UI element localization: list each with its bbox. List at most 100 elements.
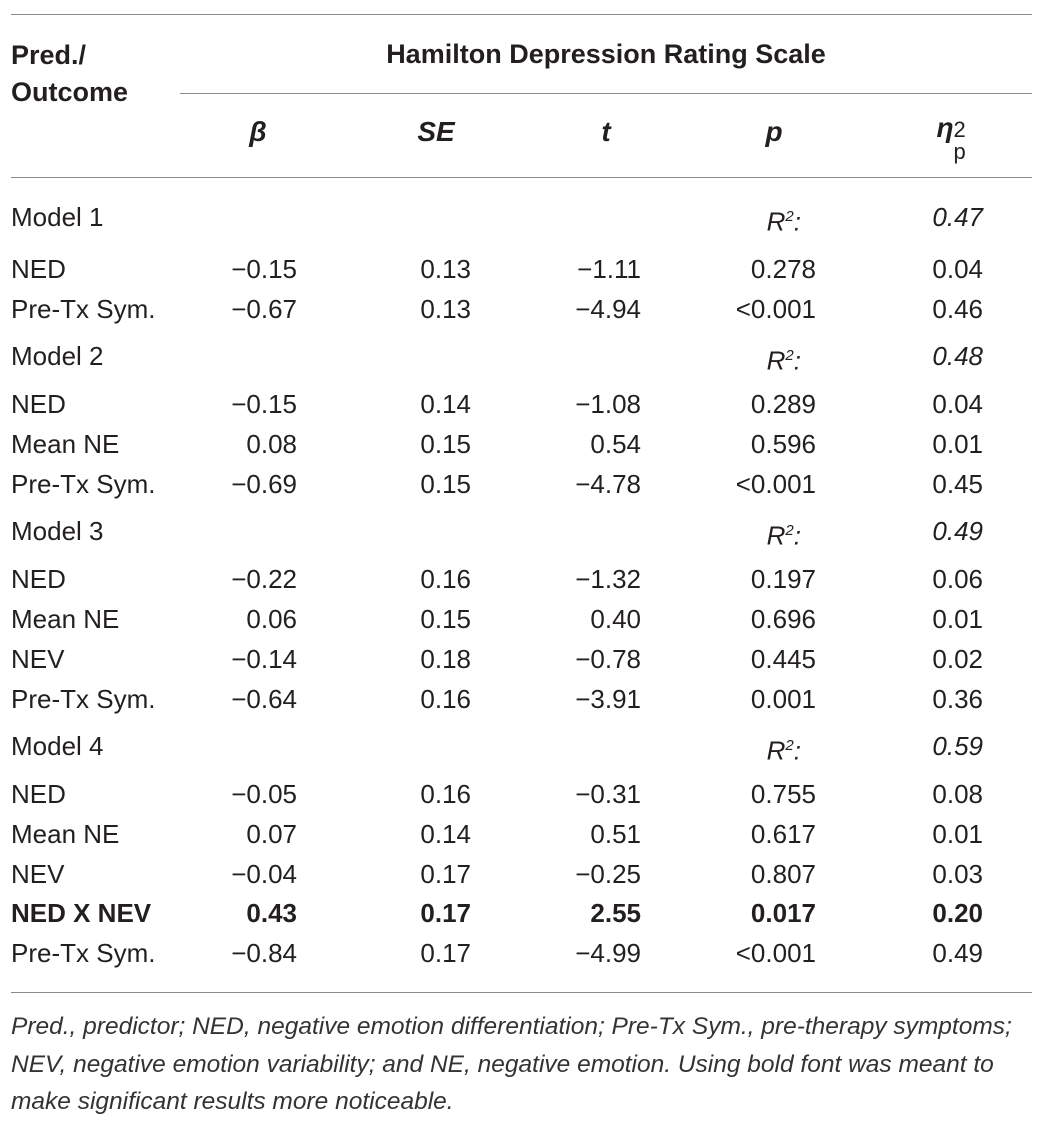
predictor-outcome-header: Pred./ Outcome xyxy=(11,40,129,107)
eta-squared-value: 0.01 xyxy=(932,819,983,849)
predictor-name: Mean NE xyxy=(11,429,120,459)
r-squared-value: 0.48 xyxy=(932,341,983,371)
eta-squared-value: 0.46 xyxy=(932,294,983,324)
r-squared-colon: : xyxy=(793,206,801,237)
p-value: 0.017 xyxy=(750,898,816,928)
r-squared-colon: : xyxy=(793,345,801,376)
col-header-p: p xyxy=(765,116,783,147)
beta-value: −0.04 xyxy=(231,859,297,889)
t-value: −4.94 xyxy=(575,294,641,324)
beta-value: −0.67 xyxy=(231,294,297,324)
beta-value: 0.08 xyxy=(246,429,297,459)
t-value: 0.54 xyxy=(590,429,641,459)
r-squared-value: 0.49 xyxy=(932,516,983,546)
beta-value: 0.07 xyxy=(246,819,297,849)
predictor-name: Mean NE xyxy=(11,819,120,849)
table-row: NEV −0.04 0.17 −0.25 0.807 0.03 xyxy=(0,854,1045,894)
se-value: 0.16 xyxy=(420,564,471,594)
model-label: Model 1 xyxy=(11,202,104,232)
table-row: NED −0.22 0.16 −1.32 0.197 0.06 xyxy=(0,559,1045,599)
beta-value: −0.15 xyxy=(231,389,297,419)
eta-squared-value: 0.01 xyxy=(932,429,983,459)
beta-value: −0.05 xyxy=(231,779,297,809)
predictor-name: Pre-Tx Sym. xyxy=(11,469,156,499)
r-squared-colon: : xyxy=(793,735,801,766)
eta-squared-value: 0.45 xyxy=(932,469,983,499)
r-squared-colon: : xyxy=(793,520,801,551)
predictor-name: NED xyxy=(11,564,66,594)
p-value: <0.001 xyxy=(735,469,816,499)
t-value: −1.11 xyxy=(577,254,641,284)
r-squared-superscript: 2 xyxy=(785,737,794,754)
p-value: 0.289 xyxy=(750,389,816,419)
r-squared-letter: R xyxy=(766,345,786,376)
t-value: −1.32 xyxy=(575,564,641,594)
beta-value: −0.69 xyxy=(231,469,297,499)
p-value: 0.001 xyxy=(750,684,816,714)
r-squared-letter: R xyxy=(766,206,786,237)
top-rule xyxy=(11,14,1032,15)
model-row: Model 4 R2: 0.59 xyxy=(0,726,1045,766)
se-value: 0.18 xyxy=(420,644,471,674)
beta-value: −0.15 xyxy=(231,254,297,284)
r-squared-superscript: 2 xyxy=(785,208,794,225)
eta-squared-value: 0.04 xyxy=(932,254,983,284)
r-squared-value: 0.47 xyxy=(932,202,983,232)
table-row: Mean NE 0.08 0.15 0.54 0.596 0.01 xyxy=(0,424,1045,464)
header-subrule xyxy=(180,93,1032,94)
t-value: −0.31 xyxy=(575,779,641,809)
eta-squared-value: 0.04 xyxy=(932,389,983,419)
table-row: Pre-Tx Sym. −0.64 0.16 −3.91 0.001 0.36 xyxy=(0,679,1045,719)
r-squared-superscript: 2 xyxy=(785,347,794,364)
eta-squared-value: 0.03 xyxy=(932,859,983,889)
predictor-name: Mean NE xyxy=(11,604,120,634)
beta-value: −0.22 xyxy=(231,564,297,594)
p-value: <0.001 xyxy=(735,294,816,324)
col-header-se: SE xyxy=(417,116,455,147)
table-row: NED −0.15 0.14 −1.08 0.289 0.04 xyxy=(0,384,1045,424)
t-value: 0.40 xyxy=(590,604,641,634)
p-value: <0.001 xyxy=(735,938,816,968)
predictor-name: NED X NEV xyxy=(11,898,152,928)
t-value: −4.78 xyxy=(575,469,641,499)
predictor-name: NEV xyxy=(11,644,65,674)
se-value: 0.15 xyxy=(420,469,471,499)
model-row: Model 1 R2: 0.47 xyxy=(0,197,1045,237)
r-squared-letter: R xyxy=(766,735,786,766)
p-value: 0.197 xyxy=(750,564,816,594)
p-value: 0.596 xyxy=(750,429,816,459)
eta-symbol: η xyxy=(936,112,954,143)
header-bottom-rule xyxy=(11,177,1032,178)
t-value: −0.78 xyxy=(575,644,641,674)
col-header-beta: β xyxy=(249,116,267,147)
se-value: 0.14 xyxy=(420,819,471,849)
model-label: Model 3 xyxy=(11,516,104,546)
r-squared-label: R2: xyxy=(767,197,801,242)
col-header-t: t xyxy=(601,116,611,147)
p-value: 0.278 xyxy=(750,254,816,284)
predictor-name: NED xyxy=(11,389,66,419)
predictor-name: NEV xyxy=(11,859,65,889)
t-value: −3.91 xyxy=(575,684,641,714)
r-squared-letter: R xyxy=(766,520,786,551)
eta-superscript: 2 xyxy=(953,117,966,142)
se-value: 0.14 xyxy=(420,389,471,419)
beta-value: −0.64 xyxy=(231,684,297,714)
predictor-name: NED xyxy=(11,779,66,809)
r-squared-value: 0.59 xyxy=(932,731,983,761)
t-value: −1.08 xyxy=(575,389,641,419)
table-row: Mean NE 0.06 0.15 0.40 0.696 0.01 xyxy=(0,599,1045,639)
table-row: NED −0.15 0.13 −1.11 0.278 0.04 xyxy=(0,249,1045,289)
bottom-rule xyxy=(11,992,1032,993)
t-value: −0.25 xyxy=(575,859,641,889)
predictor-name: Pre-Tx Sym. xyxy=(11,938,156,968)
table-row: Pre-Tx Sym. −0.84 0.17 −4.99 <0.001 0.49 xyxy=(0,933,1045,973)
eta-squared-value: 0.02 xyxy=(932,644,983,674)
p-value: 0.445 xyxy=(750,644,816,674)
beta-value: 0.06 xyxy=(246,604,297,634)
eta-squared-value: 0.49 xyxy=(932,938,983,968)
t-value: 0.51 xyxy=(590,819,641,849)
se-value: 0.15 xyxy=(420,604,471,634)
eta-squared-value: 0.08 xyxy=(932,779,983,809)
